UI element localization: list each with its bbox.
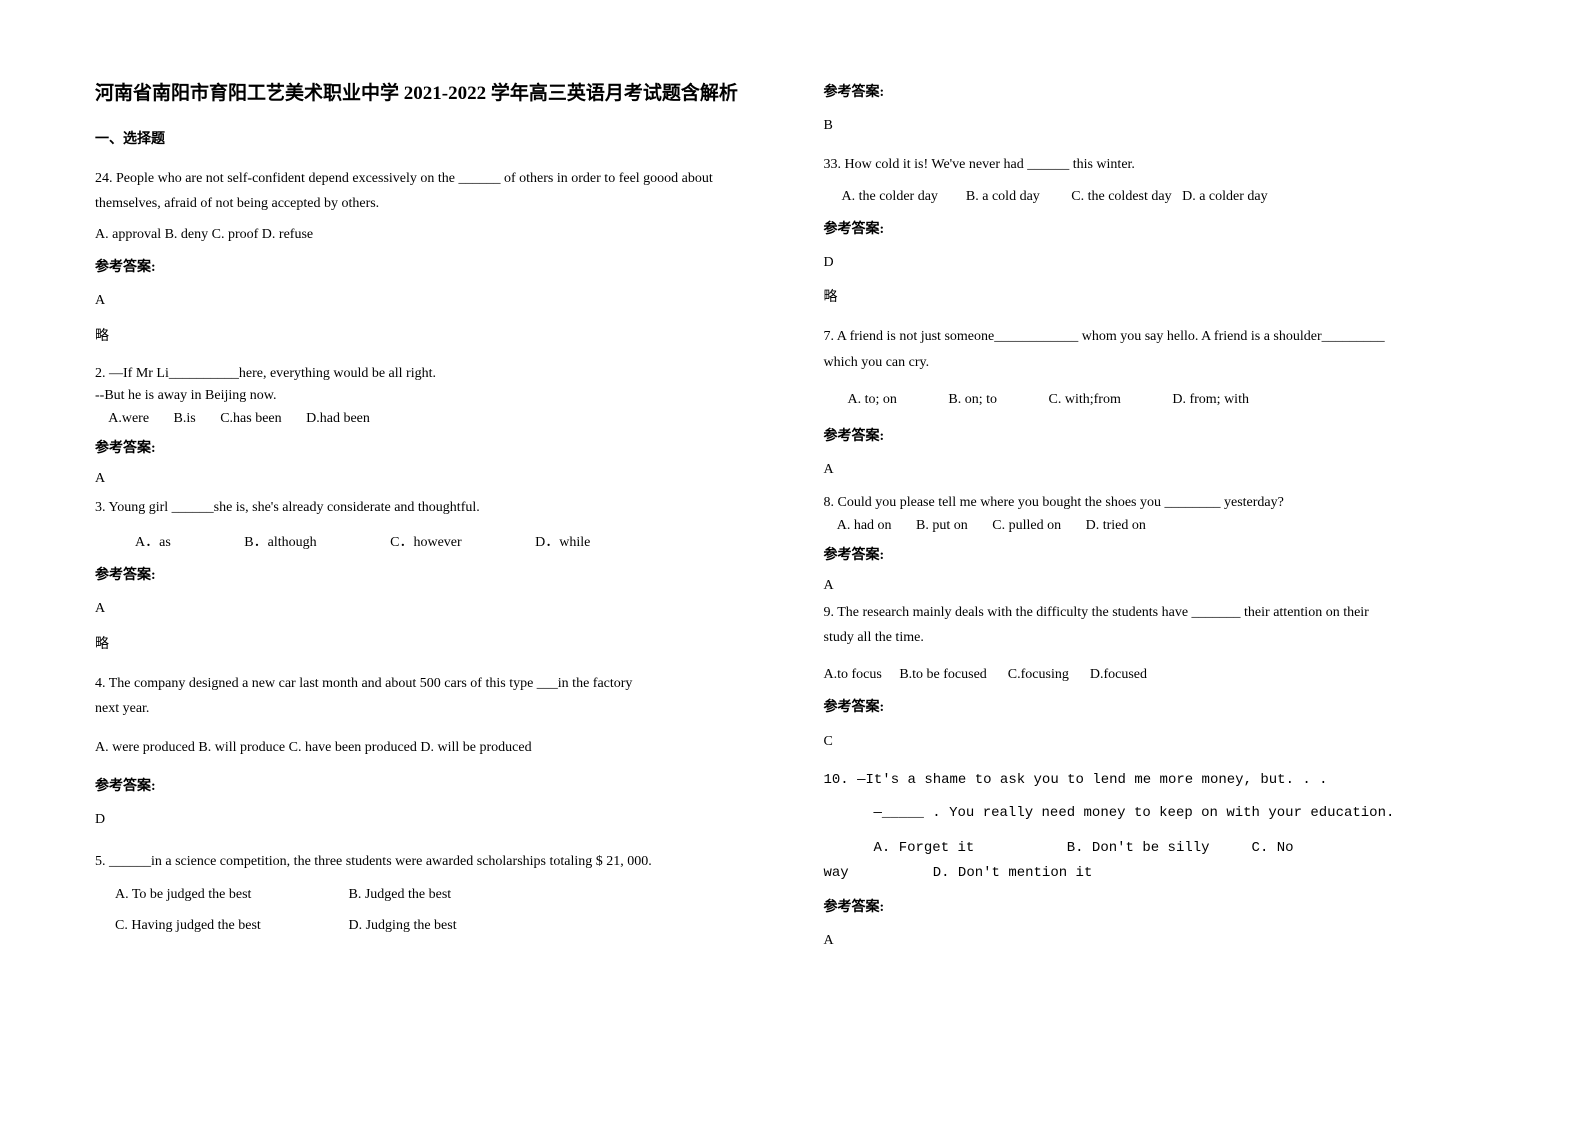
q9-options: A.to focus B.to be focused C.focusing D.…	[824, 662, 1493, 687]
q10-opts-line2: way D. Don't mention it	[824, 861, 1493, 886]
q5-opt-d: D. Judging the best	[349, 918, 457, 933]
q3-opt-b: B．although	[244, 530, 316, 555]
q24-answer-label: 参考答案:	[95, 255, 764, 280]
q3-opt-a: A．as	[135, 530, 171, 555]
q5-opt-b: B. Judged the best	[349, 887, 452, 902]
q3-opt-d: D．while	[535, 530, 590, 555]
q9-answer-label: 参考答案:	[824, 695, 1493, 720]
q7-opt-a: A. to; on	[848, 387, 897, 412]
q7-answer: A	[824, 457, 1493, 482]
q24-answer: A	[95, 288, 764, 313]
question-3: 3. Young girl ______she is, she's alread…	[95, 495, 764, 520]
q33-answer-label: 参考答案:	[824, 217, 1493, 242]
question-9-line2: study all the time.	[824, 625, 1493, 650]
question-7-line1: 7. A friend is not just someone_________…	[824, 324, 1493, 349]
question-10-line2: —_____ . You really need money to keep o…	[874, 801, 1493, 826]
q7-opt-c: C. with;from	[1049, 387, 1121, 412]
q9-answer: C	[824, 729, 1493, 754]
question-33: 33. How cold it is! We've never had ____…	[824, 152, 1493, 177]
question-2-line2: --But he is away in Beijing now.	[95, 385, 764, 407]
q7-answer-label: 参考答案:	[824, 424, 1493, 449]
section-header: 一、选择题	[95, 127, 764, 152]
q2-options: A.were B.is C.has been D.had been	[95, 408, 764, 430]
top-answer-label: 参考答案:	[824, 80, 1493, 105]
question-2-line1: 2. —If Mr Li__________here, everything w…	[95, 363, 764, 385]
q4-answer-label: 参考答案:	[95, 774, 764, 799]
q7-opt-b: B. on; to	[948, 387, 997, 412]
q2-answer: A	[95, 468, 764, 490]
q8-answer-label: 参考答案:	[824, 545, 1493, 567]
q7-options: A. to; on B. on; to C. with;from D. from…	[842, 387, 1493, 412]
q4-answer: D	[95, 807, 764, 832]
left-column: 河南省南阳市育阳工艺美术职业中学 2021-2022 学年高三英语月考试题含解析…	[95, 80, 764, 1042]
question-10-line1: 10. —It's a shame to ask you to lend me …	[824, 768, 1493, 793]
question-8: 8. Could you please tell me where you bo…	[824, 492, 1493, 514]
question-5: 5. ______in a science competition, the t…	[95, 849, 764, 874]
q10-answer-label: 参考答案:	[824, 895, 1493, 920]
exam-title: 河南省南阳市育阳工艺美术职业中学 2021-2022 学年高三英语月考试题含解析	[95, 80, 764, 109]
q5-options-row2: C. Having judged the best D. Judging the…	[95, 913, 764, 938]
question-4-line2: next year.	[95, 696, 764, 721]
q10-opts-line1: A. Forget it B. Don't be silly C. No	[874, 836, 1493, 861]
q7-opt-d: D. from; with	[1172, 387, 1249, 412]
q33-options: A. the colder day B. a cold day C. the c…	[842, 184, 1493, 209]
right-column: 参考答案: B 33. How cold it is! We've never …	[824, 80, 1493, 1042]
q24-lue: 略	[95, 324, 764, 349]
q8-options: A. had on B. put on C. pulled on D. trie…	[824, 515, 1493, 537]
q3-opt-c: C．however	[390, 530, 462, 555]
question-7-line2: which you can cry.	[824, 350, 1493, 375]
top-answer: B	[824, 113, 1493, 138]
q3-options: A．as B．although C．however D．while	[113, 530, 764, 555]
question-9-line1: 9. The research mainly deals with the di…	[824, 600, 1493, 625]
q10-answer: A	[824, 928, 1493, 953]
q3-lue: 略	[95, 632, 764, 657]
q4-options: A. were produced B. will produce C. have…	[95, 735, 764, 760]
q24-options: A. approval B. deny C. proof D. refuse	[95, 222, 764, 247]
q5-options-row1: A. To be judged the best B. Judged the b…	[95, 882, 764, 907]
q5-opt-a: A. To be judged the best	[115, 882, 345, 907]
q3-answer: A	[95, 596, 764, 621]
q3-answer-label: 参考答案:	[95, 563, 764, 588]
question-24: 24. People who are not self-confident de…	[95, 166, 764, 216]
question-4-line1: 4. The company designed a new car last m…	[95, 671, 764, 696]
q33-lue: 略	[824, 285, 1493, 310]
q5-opt-c: C. Having judged the best	[115, 913, 345, 938]
q8-answer: A	[824, 575, 1493, 597]
q33-answer: D	[824, 250, 1493, 275]
q2-answer-label: 参考答案:	[95, 438, 764, 460]
